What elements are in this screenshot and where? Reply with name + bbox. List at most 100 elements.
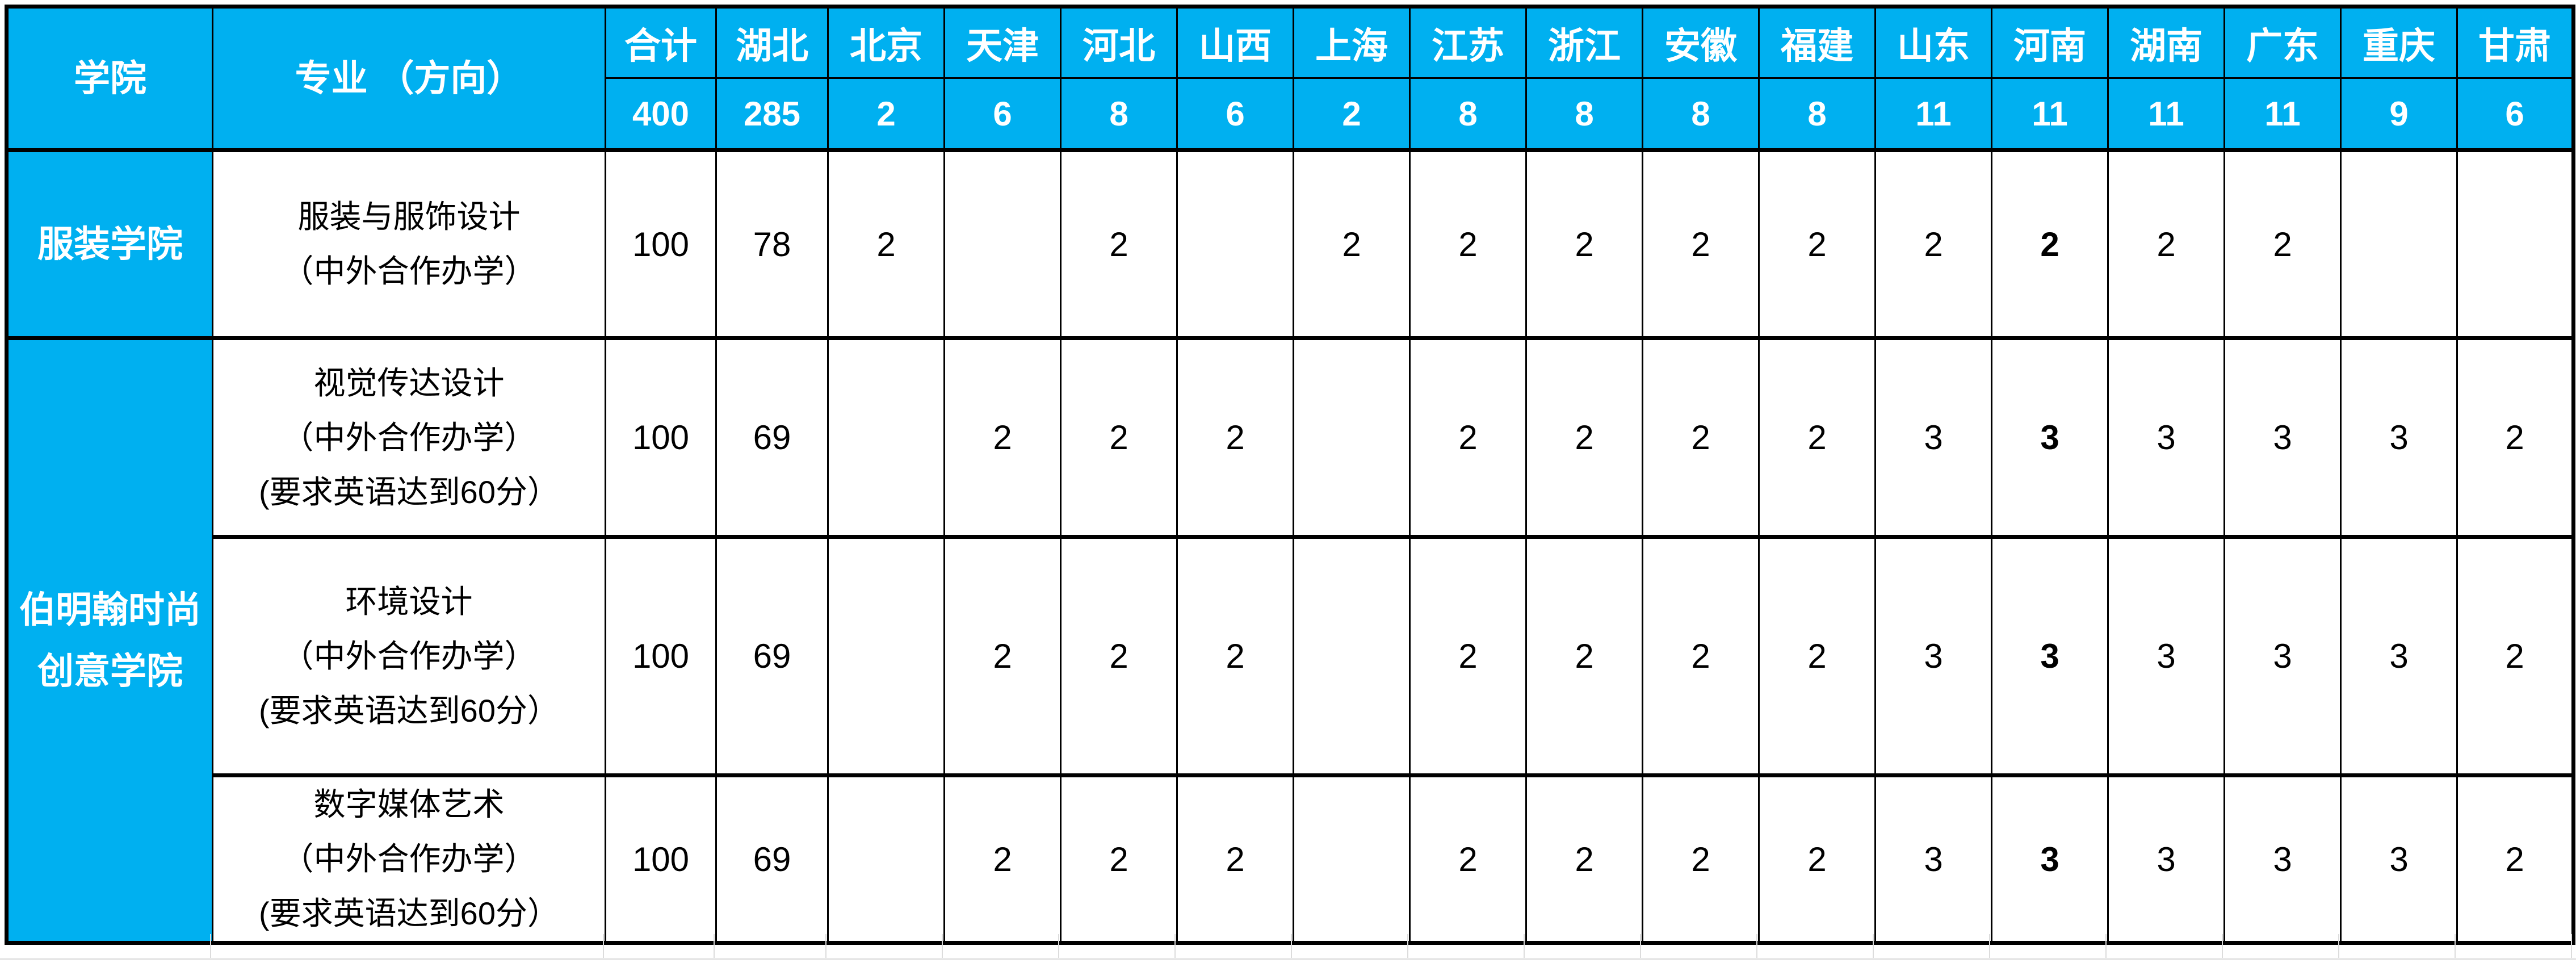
column-header: 北京 bbox=[827, 6, 945, 79]
college-name-line: 创意学院 bbox=[37, 651, 183, 692]
value-cell: 2 bbox=[1293, 149, 1411, 339]
value-cell bbox=[1176, 149, 1294, 339]
below-table-gridlines bbox=[5, 934, 2572, 958]
value-cell bbox=[827, 536, 945, 776]
value-cell: 2 bbox=[2456, 774, 2574, 944]
header-row-quotas: 400 285 2 6 8 6 2 8 8 8 8 11 11 11 11 9 … bbox=[6, 77, 2574, 151]
major-cell: 视觉传达设计 （中外合作办学） (要求英语达到60分） bbox=[212, 337, 606, 538]
quota-cell: 11 bbox=[1874, 77, 1992, 151]
value-cell: 2 bbox=[1642, 536, 1760, 776]
quota-cell: 8 bbox=[1758, 77, 1876, 151]
value-cell: 2 bbox=[1874, 149, 1992, 339]
value-cell: 2 bbox=[1758, 149, 1876, 339]
major-cell: 环境设计 （中外合作办学） (要求英语达到60分） bbox=[212, 536, 606, 776]
value-cell: 2 bbox=[1060, 536, 1178, 776]
college-name-line: 伯明翰时尚 bbox=[19, 589, 201, 630]
value-cell: 3 bbox=[2107, 337, 2225, 538]
value-cell: 69 bbox=[715, 337, 829, 538]
value-cell: 2 bbox=[1060, 149, 1178, 339]
value-cell: 78 bbox=[715, 149, 829, 339]
quota-cell-total: 400 bbox=[605, 77, 717, 151]
value-cell: 69 bbox=[715, 774, 829, 944]
value-cell: 2 bbox=[2107, 149, 2225, 339]
value-cell: 2 bbox=[1642, 149, 1760, 339]
quota-cell: 8 bbox=[1525, 77, 1643, 151]
major-line: (要求英语达到60分） bbox=[259, 895, 559, 931]
value-cell: 2 bbox=[1060, 337, 1178, 538]
value-cell: 2 bbox=[2456, 337, 2574, 538]
value-cell-emphasized: 2 bbox=[1991, 149, 2109, 339]
column-header: 山西 bbox=[1176, 6, 1294, 79]
quota-cell: 11 bbox=[2223, 77, 2342, 151]
table-row: 服装学院 服装与服饰设计 （中外合作办学） 100 78 2 2 2 2 2 2… bbox=[6, 149, 2574, 339]
table-row: 环境设计 （中外合作办学） (要求英语达到60分） 100 69 2 2 2 2… bbox=[6, 536, 2574, 776]
major-line: （中外合作办学） bbox=[282, 253, 536, 289]
value-cell: 3 bbox=[2223, 536, 2342, 776]
column-header-total: 合计 bbox=[605, 6, 717, 79]
value-cell: 2 bbox=[1525, 337, 1643, 538]
major-line: （中外合作办学） bbox=[282, 841, 536, 877]
value-cell: 2 bbox=[1409, 149, 1527, 339]
value-cell: 2 bbox=[1525, 149, 1643, 339]
value-cell: 100 bbox=[605, 149, 717, 339]
value-cell: 2 bbox=[1176, 774, 1294, 944]
quota-cell: 6 bbox=[2456, 77, 2574, 151]
value-cell: 3 bbox=[2340, 337, 2458, 538]
value-cell: 2 bbox=[1642, 774, 1760, 944]
major-line: 环境设计 bbox=[345, 583, 473, 619]
value-cell bbox=[943, 149, 1062, 339]
college-cell: 伯明翰时尚 创意学院 bbox=[6, 337, 213, 944]
college-header-cell: 学院 bbox=[6, 6, 213, 151]
quota-cell: 8 bbox=[1060, 77, 1178, 151]
quota-cell: 11 bbox=[1991, 77, 2109, 151]
value-cell: 3 bbox=[2107, 774, 2225, 944]
column-header: 重庆 bbox=[2340, 6, 2458, 79]
value-cell: 2 bbox=[1758, 774, 1876, 944]
major-line: （中外合作办学） bbox=[282, 419, 536, 455]
value-cell: 100 bbox=[605, 337, 717, 538]
value-cell: 2 bbox=[943, 536, 1062, 776]
faint-bottom-gridline bbox=[0, 958, 2576, 960]
value-cell: 2 bbox=[2456, 536, 2574, 776]
value-cell: 3 bbox=[1874, 774, 1992, 944]
value-cell: 2 bbox=[1409, 774, 1527, 944]
column-header: 天津 bbox=[943, 6, 1062, 79]
value-cell: 2 bbox=[943, 337, 1062, 538]
column-header: 河北 bbox=[1060, 6, 1178, 79]
value-cell: 2 bbox=[2223, 149, 2342, 339]
value-cell bbox=[2340, 149, 2458, 339]
quota-cell: 8 bbox=[1409, 77, 1527, 151]
value-cell-emphasized: 3 bbox=[1991, 774, 2109, 944]
quota-cell: 8 bbox=[1642, 77, 1760, 151]
value-cell: 3 bbox=[1874, 536, 1992, 776]
value-cell: 2 bbox=[1758, 337, 1876, 538]
quota-cell: 9 bbox=[2340, 77, 2458, 151]
quota-cell: 11 bbox=[2107, 77, 2225, 151]
value-cell: 2 bbox=[1758, 536, 1876, 776]
column-header: 山东 bbox=[1874, 6, 1992, 79]
value-cell: 2 bbox=[1176, 337, 1294, 538]
value-cell: 3 bbox=[2340, 536, 2458, 776]
value-cell: 100 bbox=[605, 536, 717, 776]
enrollment-table: 学院 专业 （方向） 合计 湖北 北京 天津 河北 山西 上海 江苏 浙江 安徽… bbox=[5, 5, 2575, 945]
major-line: （中外合作办学） bbox=[282, 638, 536, 674]
value-cell bbox=[1293, 774, 1411, 944]
column-header: 湖南 bbox=[2107, 6, 2225, 79]
college-name-line: 服装学院 bbox=[37, 224, 183, 265]
column-header: 甘肃 bbox=[2456, 6, 2574, 79]
value-cell bbox=[2456, 149, 2574, 339]
value-cell bbox=[827, 774, 945, 944]
value-cell: 100 bbox=[605, 774, 717, 944]
value-cell-emphasized: 3 bbox=[1991, 337, 2109, 538]
column-header: 广东 bbox=[2223, 6, 2342, 79]
major-line: 数字媒体艺术 bbox=[313, 786, 505, 822]
value-cell: 3 bbox=[2107, 536, 2225, 776]
college-cell: 服装学院 bbox=[6, 149, 213, 339]
major-line: (要求英语达到60分） bbox=[259, 474, 559, 510]
column-header: 安徽 bbox=[1642, 6, 1760, 79]
column-header: 河南 bbox=[1991, 6, 2109, 79]
major-line: (要求英语达到60分） bbox=[259, 692, 559, 728]
header-row-labels: 学院 专业 （方向） 合计 湖北 北京 天津 河北 山西 上海 江苏 浙江 安徽… bbox=[6, 6, 2574, 151]
major-header-cell: 专业 （方向） bbox=[212, 6, 606, 151]
